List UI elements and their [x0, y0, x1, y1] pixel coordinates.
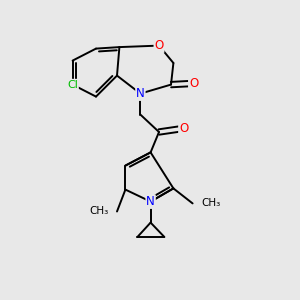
Text: N: N — [146, 195, 155, 208]
Text: O: O — [189, 77, 198, 90]
Text: CH₃: CH₃ — [89, 206, 109, 217]
Text: O: O — [179, 122, 188, 135]
Text: O: O — [154, 39, 164, 52]
Text: CH₃: CH₃ — [201, 198, 220, 208]
Text: N: N — [136, 87, 145, 100]
Text: Cl: Cl — [67, 80, 78, 90]
